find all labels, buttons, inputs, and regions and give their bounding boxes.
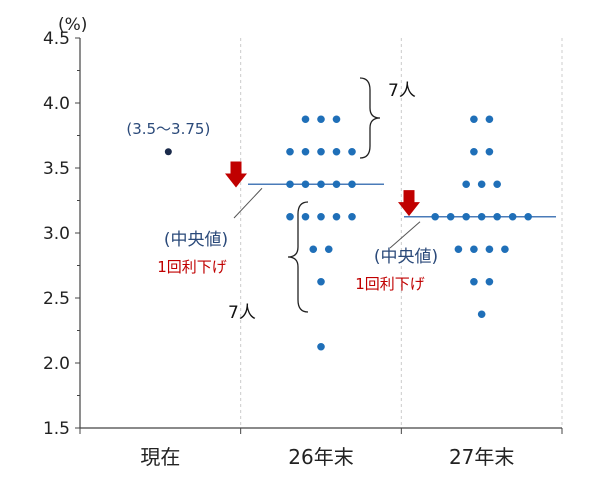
y2026-dot (309, 245, 318, 254)
y2026-dot (301, 180, 310, 189)
y2026-dot (317, 342, 325, 351)
annotations: (3.5～3.75) (中央値) 1回利下げ (中央値) 1回利下げ 7人 7人 (126, 77, 438, 323)
y2027-dot (485, 115, 494, 124)
y2027-dot (470, 245, 478, 254)
y-tick-label: 3.5 (43, 159, 70, 179)
y-tick-label: 4.0 (43, 94, 70, 114)
y2026-dot (332, 115, 341, 124)
y-tick-label: 4.5 (43, 29, 70, 49)
y2027-dot (470, 277, 478, 286)
y2027-dot (485, 147, 494, 156)
y2027-dot (508, 212, 517, 221)
y2026-dot (286, 212, 294, 221)
y2026-dot (332, 147, 341, 156)
median-label-2027: (中央値) (374, 247, 438, 267)
y2026-dot (286, 147, 294, 156)
y2026-dot (301, 212, 310, 221)
y2027-dot (485, 277, 494, 286)
rate-cut-label-2026: 1回利下げ (157, 258, 227, 276)
current-range-label: (3.5～3.75) (126, 120, 210, 138)
y2027-dot (501, 245, 509, 254)
y2027-dot (462, 180, 470, 189)
y2026-dot (348, 180, 356, 189)
median-lines (248, 183, 556, 218)
y2026-dot (324, 245, 333, 254)
y2026-dot (317, 147, 325, 156)
rate-cut-arrow-2027 (398, 190, 420, 217)
y2026-dot (317, 277, 325, 286)
y-tick-label: 2.5 (43, 289, 70, 309)
y2026-dot (317, 115, 325, 124)
y2027-dot (462, 212, 470, 221)
y2027-dot (446, 212, 455, 221)
y2026-dot (348, 147, 356, 156)
y2026-dot (317, 180, 325, 189)
category-label: 26年末 (288, 445, 353, 469)
category-label: 27年末 (449, 445, 514, 469)
lower-count-label: 7人 (228, 303, 256, 323)
rate-cut-label-2027: 1回利下げ (355, 275, 425, 293)
y2027-dot (477, 212, 486, 221)
leader-line-2027 (389, 221, 421, 249)
y2027-dot (493, 212, 501, 221)
y-tick-label: 1.5 (43, 419, 70, 439)
y2027-dot (485, 245, 494, 254)
current-rate-dot (164, 148, 172, 156)
y2027-dot (524, 212, 532, 221)
y-axis-unit: (%) (58, 15, 87, 35)
grid (240, 38, 563, 428)
y2026-dot (286, 180, 294, 189)
y2026-dot (332, 212, 341, 221)
y2026-dot (301, 147, 310, 156)
y2026-dot (332, 180, 341, 189)
dots (164, 115, 532, 351)
y2027-dot (477, 310, 486, 319)
y2027-dot (470, 147, 478, 156)
y2026-dot (301, 115, 310, 124)
y2027-dot (470, 115, 478, 124)
y-tick-label: 3.0 (43, 224, 70, 244)
y2027-dot (493, 180, 501, 189)
leader-line-2026 (233, 187, 263, 219)
lower-brace (287, 201, 309, 313)
y2027-dot (454, 245, 463, 254)
rate-cut-arrow-2026 (225, 161, 247, 188)
y2027-dot (431, 212, 439, 221)
category-label: 現在 (140, 445, 180, 469)
upper-brace (359, 77, 381, 159)
y2026-dot (348, 212, 356, 221)
y-tick-label: 2.0 (43, 354, 70, 374)
y2027-dot (477, 180, 486, 189)
median-label-2026: (中央値) (164, 230, 228, 250)
y-axis: 4.5 4.0 3.5 3.0 2.5 2.0 1.5 (%) 現在 26年末 27年末 (43, 15, 563, 469)
upper-count-label: 7人 (388, 81, 416, 101)
y2026-dot (317, 212, 325, 221)
